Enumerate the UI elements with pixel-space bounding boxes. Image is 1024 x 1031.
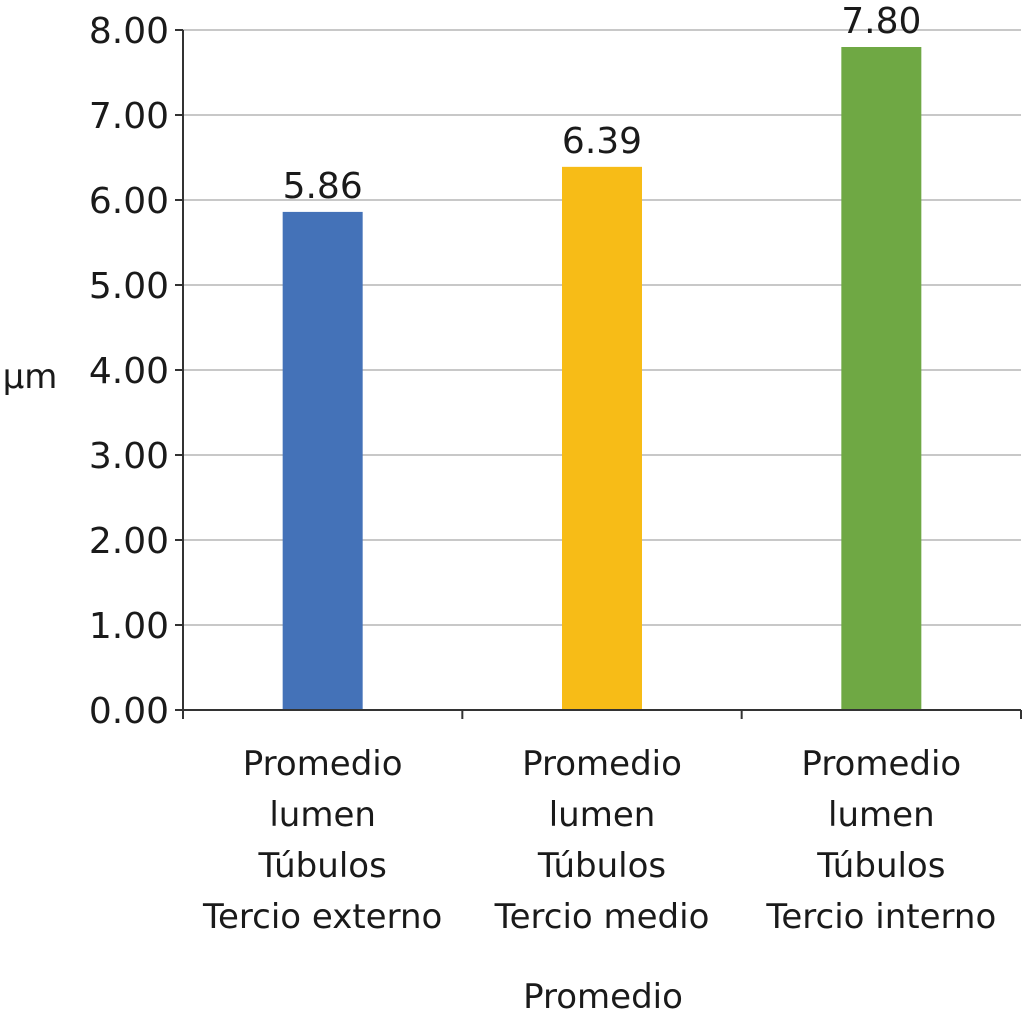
bar <box>282 211 363 710</box>
x-axis-label: Promedio <box>523 977 683 1017</box>
y-tick-label: 2.00 <box>89 521 169 562</box>
x-tick-label: Promedio <box>801 744 961 784</box>
bar <box>562 166 642 711</box>
x-tick-label: Tercio externo <box>202 897 442 937</box>
x-tick-label: lumen <box>549 795 656 835</box>
axes: 0.00 1.00 2.00 3.00 4.00 5.00 6.00 7.00 8.00 Prom… <box>89 11 1022 937</box>
x-tick-label: Promedio <box>522 744 682 784</box>
y-tick-label: 0.00 <box>89 691 169 732</box>
data-label: 5.86 <box>283 166 363 207</box>
x-tick-label: lumen <box>269 795 376 835</box>
y-axis-label: µm <box>3 357 58 397</box>
x-tick-label: Túbulos <box>537 846 666 886</box>
y-tick-label: 1.00 <box>89 606 169 647</box>
x-tick-label: Túbulos <box>258 846 387 886</box>
y-tick-label: 5.00 <box>89 266 169 307</box>
x-tick-label: lumen <box>828 795 935 835</box>
y-tick-label: 4.00 <box>89 351 169 392</box>
x-tick-label: Tercio interno <box>765 897 996 937</box>
x-tick-label: Promedio <box>243 744 403 784</box>
x-tick-label: Tercio medio <box>494 897 710 937</box>
data-label: 6.39 <box>562 121 642 162</box>
data-label: 7.80 <box>841 1 921 42</box>
y-tick-label: 3.00 <box>89 436 169 477</box>
bar <box>841 47 922 710</box>
y-tick-label: 8.00 <box>89 11 169 52</box>
bars: 5.86 6.39 7.80 <box>282 1 922 711</box>
y-tick-label: 7.00 <box>89 96 169 137</box>
x-tick-label: Túbulos <box>816 846 945 886</box>
y-tick-label: 6.00 <box>89 181 169 222</box>
